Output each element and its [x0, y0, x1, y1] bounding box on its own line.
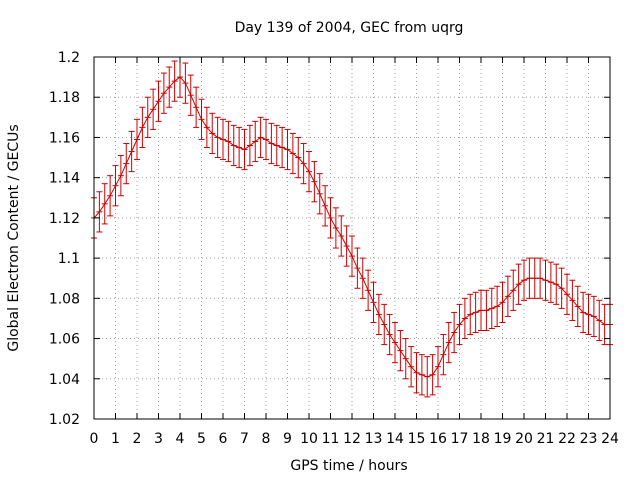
x-tick-label: 9: [283, 431, 292, 447]
x-tick-label: 6: [219, 431, 228, 447]
x-tick-label: 13: [365, 431, 383, 447]
chart-title: Day 139 of 2004, GEC from uqrg: [235, 20, 464, 36]
x-tick-labels: 0 1 2 3 4 5 6 7 8 9 10 11 12 13 14 15 16 17 18 19 20 21 22 23 24: [90, 431, 619, 447]
x-tick-label: 19: [494, 431, 512, 447]
x-axis-label: GPS time / hours: [290, 458, 407, 474]
y-tick-label: 1.16: [49, 130, 80, 146]
x-tick-label: 8: [262, 431, 271, 447]
x-tick-label: 17: [451, 431, 469, 447]
y-tick-label: 1.08: [49, 291, 80, 307]
x-tick-label: 16: [429, 431, 447, 447]
series-center-line: [93, 76, 610, 378]
x-tick-label: 23: [580, 431, 598, 447]
x-tick-label: 2: [133, 431, 142, 447]
x-tick-label: 18: [472, 431, 490, 447]
y-tick-label: 1.14: [49, 171, 80, 187]
y-tick-label: 1.02: [49, 412, 80, 428]
x-tick-label: 21: [537, 431, 555, 447]
x-tick-label: 1: [111, 431, 120, 447]
y-tick-label: 1.06: [49, 332, 80, 348]
x-tick-label: 0: [90, 431, 99, 447]
x-tick-label: 3: [154, 431, 163, 447]
series-line: [93, 76, 610, 378]
x-tick-label: 5: [197, 431, 206, 447]
y-tick-label: 1.12: [49, 211, 80, 227]
y-tick-labels: 1.02 1.04 1.06 1.08 1.1 1.12 1.14 1.16 1.18 1.2: [49, 50, 80, 428]
x-tick-label: 15: [408, 431, 426, 447]
y-tick-label: 1.2: [58, 50, 80, 66]
grid-lines: [94, 57, 610, 419]
axis-ticks: [93, 56, 611, 420]
x-tick-label: 11: [322, 431, 340, 447]
x-tick-label: 20: [515, 431, 533, 447]
x-tick-label: 24: [601, 431, 619, 447]
x-tick-label: 12: [343, 431, 361, 447]
y-tick-label: 1.18: [49, 90, 80, 106]
x-tick-label: 10: [300, 431, 318, 447]
x-tick-label: 14: [386, 431, 404, 447]
x-tick-label: 4: [176, 431, 185, 447]
y-axis-label: Global Electron Content / GECUs: [6, 124, 22, 351]
y-tick-label: 1.1: [58, 251, 80, 267]
x-tick-label: 22: [558, 431, 576, 447]
y-tick-label: 1.04: [49, 372, 80, 388]
x-tick-label: 7: [240, 431, 249, 447]
